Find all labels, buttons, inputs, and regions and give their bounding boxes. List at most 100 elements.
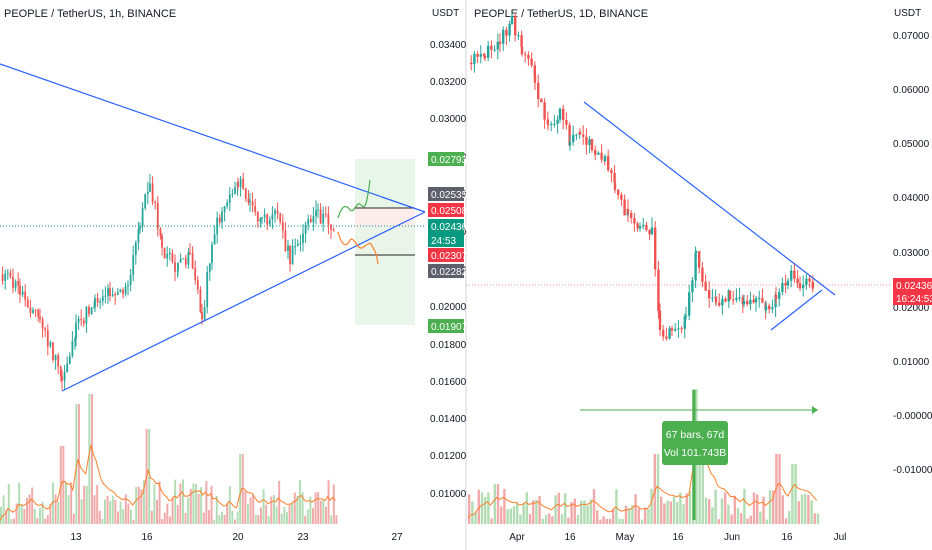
left-candle bbox=[201, 312, 203, 320]
right-volume-bar bbox=[740, 513, 743, 524]
left-volume-bar bbox=[174, 479, 177, 524]
left-volume-bar bbox=[78, 404, 80, 524]
right-candle bbox=[546, 123, 550, 125]
right-volume-bar bbox=[688, 490, 692, 524]
right-volume-bar bbox=[612, 508, 615, 524]
right-candle bbox=[537, 82, 540, 99]
left-candle bbox=[251, 201, 254, 206]
left-candle bbox=[322, 213, 325, 224]
bullish-projection-path[interactable] bbox=[337, 179, 371, 219]
right-volume-bar bbox=[605, 518, 608, 524]
right-volume-bar bbox=[512, 506, 516, 524]
left-candle bbox=[19, 285, 21, 295]
right-candle bbox=[746, 301, 749, 305]
right-candle bbox=[520, 47, 524, 55]
left-candle bbox=[259, 218, 262, 222]
left-volume-bar bbox=[88, 394, 91, 524]
left-candle bbox=[63, 372, 66, 381]
right-volume-bar bbox=[560, 514, 564, 524]
right-price-axis[interactable]: 0.07000 0.06000 0.05000 0.04000 0.03000 0.020… bbox=[893, 31, 932, 476]
left-volume-bar bbox=[41, 501, 44, 524]
left-volume-bar bbox=[275, 506, 278, 524]
descending-trendline[interactable] bbox=[0, 63, 426, 213]
right-price-tick: 0.03000 bbox=[893, 248, 930, 259]
left-volume-bar bbox=[205, 480, 208, 524]
right-candle bbox=[677, 328, 680, 330]
right-volume-bar bbox=[778, 454, 781, 524]
left-candle bbox=[1, 274, 4, 281]
left-candle bbox=[119, 289, 122, 293]
left-candle bbox=[144, 194, 147, 209]
left-volume-bar bbox=[137, 486, 140, 524]
right-candle bbox=[626, 208, 630, 213]
right-candle bbox=[490, 45, 493, 50]
right-candle bbox=[603, 156, 607, 162]
left-volume-bar bbox=[67, 495, 70, 524]
right-price-label-text: 16:24:53 bbox=[896, 294, 932, 305]
right-volume-bar bbox=[474, 511, 477, 524]
left-candle bbox=[149, 183, 151, 192]
left-candle bbox=[71, 340, 74, 356]
ascending-trendline[interactable] bbox=[61, 211, 426, 392]
right-time-tick: 16 bbox=[672, 532, 684, 543]
right-candle bbox=[498, 41, 502, 44]
right-volume-bar bbox=[496, 484, 500, 524]
right-volume-bar bbox=[528, 513, 532, 524]
right-time-axis[interactable]: Apr 16 May 16 Jun 16 Jul bbox=[509, 532, 846, 543]
right-volume-bar bbox=[708, 498, 711, 524]
daily-ascending-trendline[interactable] bbox=[770, 289, 823, 331]
right-volume-bar bbox=[682, 504, 685, 524]
left-time-tick: 23 bbox=[297, 532, 309, 543]
left-candle bbox=[101, 296, 104, 302]
left-candle bbox=[21, 291, 24, 295]
left-volume-bar bbox=[309, 496, 312, 524]
right-volume-bar bbox=[554, 495, 557, 524]
left-volume-bar bbox=[49, 504, 52, 524]
right-candle bbox=[701, 267, 704, 282]
right-candle bbox=[508, 24, 511, 36]
left-volume-bar bbox=[330, 515, 333, 524]
right-candle bbox=[658, 310, 662, 330]
right-candle bbox=[553, 123, 556, 125]
right-chart[interactable]: 67 bars, 67d Vol 101.743B bbox=[466, 13, 890, 524]
left-volume-bar bbox=[325, 506, 327, 524]
left-candle bbox=[211, 244, 213, 264]
right-candle bbox=[556, 119, 559, 124]
right-candle bbox=[562, 108, 565, 120]
right-volume-bar bbox=[704, 497, 708, 524]
left-chart[interactable] bbox=[0, 63, 426, 524]
right-candle bbox=[721, 298, 724, 306]
left-candle bbox=[327, 214, 330, 225]
right-volume-bar bbox=[522, 503, 525, 524]
left-candle bbox=[104, 295, 107, 297]
right-volume-bar bbox=[663, 503, 666, 524]
left-candle bbox=[139, 226, 141, 230]
right-candle bbox=[633, 217, 636, 224]
daily-descending-trendline[interactable] bbox=[583, 101, 836, 296]
left-volume-bar bbox=[288, 504, 291, 524]
right-volume-bar bbox=[477, 489, 480, 524]
left-candle bbox=[96, 297, 99, 303]
left-candle bbox=[66, 363, 69, 373]
right-price-tick: 0.04000 bbox=[893, 193, 930, 204]
left-candle bbox=[59, 366, 62, 376]
left-volume-bar bbox=[7, 483, 10, 524]
right-candle bbox=[533, 75, 537, 83]
left-candle bbox=[266, 214, 269, 225]
right-candle bbox=[796, 278, 799, 284]
left-volume-bar bbox=[197, 494, 200, 524]
left-volume-bar bbox=[0, 506, 2, 524]
right-candle bbox=[578, 131, 582, 135]
bearish-projection-path[interactable] bbox=[337, 231, 379, 265]
right-candle bbox=[590, 139, 594, 150]
right-volume-bar bbox=[685, 493, 688, 524]
left-volume-bar bbox=[322, 499, 325, 524]
left-volume-bar bbox=[36, 518, 39, 524]
left-volume-bar bbox=[210, 485, 213, 524]
left-volume-bar bbox=[15, 503, 18, 524]
left-volume-bar bbox=[267, 516, 270, 524]
right-volume-bar bbox=[509, 508, 512, 524]
left-time-axis[interactable]: 13 16 20 23 27 bbox=[70, 532, 403, 543]
right-candle bbox=[600, 152, 603, 160]
